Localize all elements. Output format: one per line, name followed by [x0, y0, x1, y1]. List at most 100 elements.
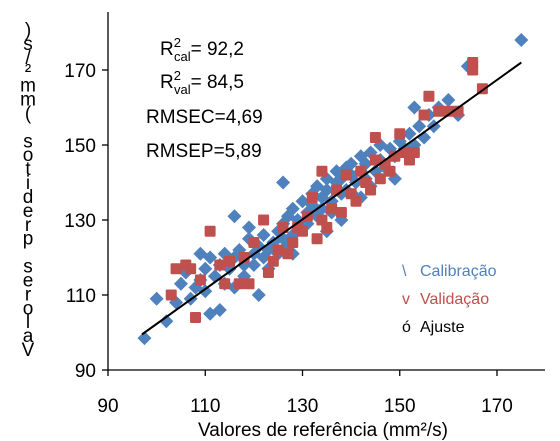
- r2-val-stat: R2 val= 84,5: [160, 68, 244, 97]
- legend-item-ajuste: ó Ajuste: [402, 319, 465, 336]
- calibracao-point: [137, 331, 152, 346]
- y-tick-label: 90: [75, 361, 96, 382]
- legend-item-calibracao: \ Calibração: [402, 263, 497, 280]
- validacao-point: [297, 225, 308, 237]
- validacao-point: [408, 147, 420, 158]
- y-axis-title-char: e: [23, 201, 34, 222]
- y-axis-title-char: i: [26, 173, 30, 194]
- validacao-point: [233, 278, 245, 290]
- y-axis-title-char: s: [23, 257, 33, 278]
- validacao-point: [467, 57, 479, 68]
- x-tick-label: 150: [384, 396, 416, 417]
- calibracao-point: [159, 314, 174, 329]
- validacao-point: [433, 105, 445, 117]
- calibracao-point: [212, 303, 227, 317]
- y-axis-title-char: t: [25, 159, 31, 180]
- r2-cal-value: = 92,2: [191, 39, 244, 60]
- validacao-point: [306, 192, 318, 203]
- validacao-point: [326, 203, 338, 215]
- y-axis-title-char: o: [23, 298, 34, 319]
- x-tick-label: 90: [97, 396, 118, 417]
- calibracao-point: [402, 126, 417, 141]
- calibracao-point: [344, 156, 359, 171]
- y-axis-title-char: l: [26, 312, 30, 333]
- calibracao-point: [198, 261, 213, 276]
- y-axis-title-char: /: [25, 48, 31, 69]
- calibracao-point: [514, 33, 529, 47]
- y-tick-label: 170: [64, 61, 96, 82]
- y-axis-title-char: r: [25, 284, 32, 305]
- r2-val-sub: val: [174, 82, 191, 97]
- legend: \ Calibração v Validação ó Ajuste: [402, 263, 497, 336]
- plot-points: [137, 33, 529, 346]
- r2-val-sup: 2: [174, 68, 181, 83]
- legend-marker-calibracao: \: [402, 263, 407, 280]
- validacao-point: [335, 207, 347, 218]
- validacao-point: [282, 248, 294, 260]
- calibracao-point: [285, 201, 300, 216]
- legend-item-validacao: v Validação: [402, 291, 489, 308]
- r2-val-base: R: [160, 72, 174, 93]
- r2-cal-sup: 2: [174, 35, 181, 50]
- y-axis-title-char: s: [23, 34, 33, 55]
- x-tick-label: 130: [287, 396, 319, 417]
- y-axis-title-char: r: [25, 215, 32, 236]
- y-axis-title-char: ²: [25, 62, 31, 83]
- y-axis-title-char: p: [23, 229, 34, 250]
- y-tick-label: 150: [64, 136, 96, 157]
- validacao-point: [423, 90, 435, 102]
- validacao-point: [369, 132, 381, 143]
- validacao-point: [389, 150, 401, 162]
- y-axis-title-char: (: [25, 103, 32, 124]
- r2-val-value: = 84,5: [191, 72, 244, 93]
- axes: [107, 12, 545, 371]
- validacao-point: [214, 259, 226, 271]
- validacao-point: [165, 289, 177, 301]
- validacao-point: [267, 255, 279, 267]
- y-tick-label: 130: [64, 211, 96, 232]
- validacao-point: [350, 195, 362, 207]
- calibracao-point: [251, 288, 266, 302]
- validacao-point: [262, 267, 274, 278]
- fit-line: [141, 61, 522, 336]
- validacao-point: [248, 237, 260, 248]
- validacao-point: [311, 233, 323, 245]
- validacao-point: [194, 274, 206, 286]
- x-axis-title: Valores de referência (mm²/s): [198, 420, 448, 441]
- y-axis-title-char: e: [23, 270, 34, 291]
- validacao-point: [355, 165, 367, 177]
- calibracao-point: [227, 209, 242, 224]
- validacao-point: [384, 165, 396, 177]
- validacao-point: [243, 278, 255, 290]
- validacao-point: [321, 222, 333, 233]
- y-axis-title-char: ): [25, 20, 31, 41]
- calibracao-point: [407, 100, 422, 115]
- axis-ticks: 90 110 130 150 170 90 110 130 150 170: [64, 61, 513, 417]
- validacao-point: [219, 278, 231, 290]
- validacao-point: [204, 225, 216, 237]
- y-axis-title-char: m: [20, 90, 36, 111]
- r2-cal-sub: cal: [174, 49, 191, 64]
- y-axis-title-char: o: [23, 145, 34, 166]
- validacao-point: [170, 263, 182, 275]
- calibracao-point: [276, 175, 291, 190]
- calibracao-point: [149, 291, 164, 306]
- stats-box: R2 cal= 92,2 R2 val= 84,5 RMSEC=4,69 RMSEP…: [146, 35, 263, 162]
- calibracao-point: [193, 246, 208, 261]
- y-axis-title-char: m: [20, 76, 36, 97]
- calibracao-point: [319, 183, 334, 197]
- calibracao-point: [412, 119, 427, 134]
- y-axis-title-char: s: [23, 131, 33, 152]
- validacao-point: [452, 105, 464, 117]
- validacao-point: [224, 255, 236, 267]
- validacao-point: [258, 214, 270, 226]
- rmsep-stat: RMSEP=5,89: [146, 141, 262, 162]
- validacao-point: [272, 244, 284, 256]
- legend-label-validacao: Validação: [420, 291, 489, 308]
- validacao-point: [365, 184, 377, 196]
- y-tick-label: 110: [66, 286, 96, 307]
- calibracao-point: [173, 276, 188, 291]
- validacao-point: [394, 128, 406, 140]
